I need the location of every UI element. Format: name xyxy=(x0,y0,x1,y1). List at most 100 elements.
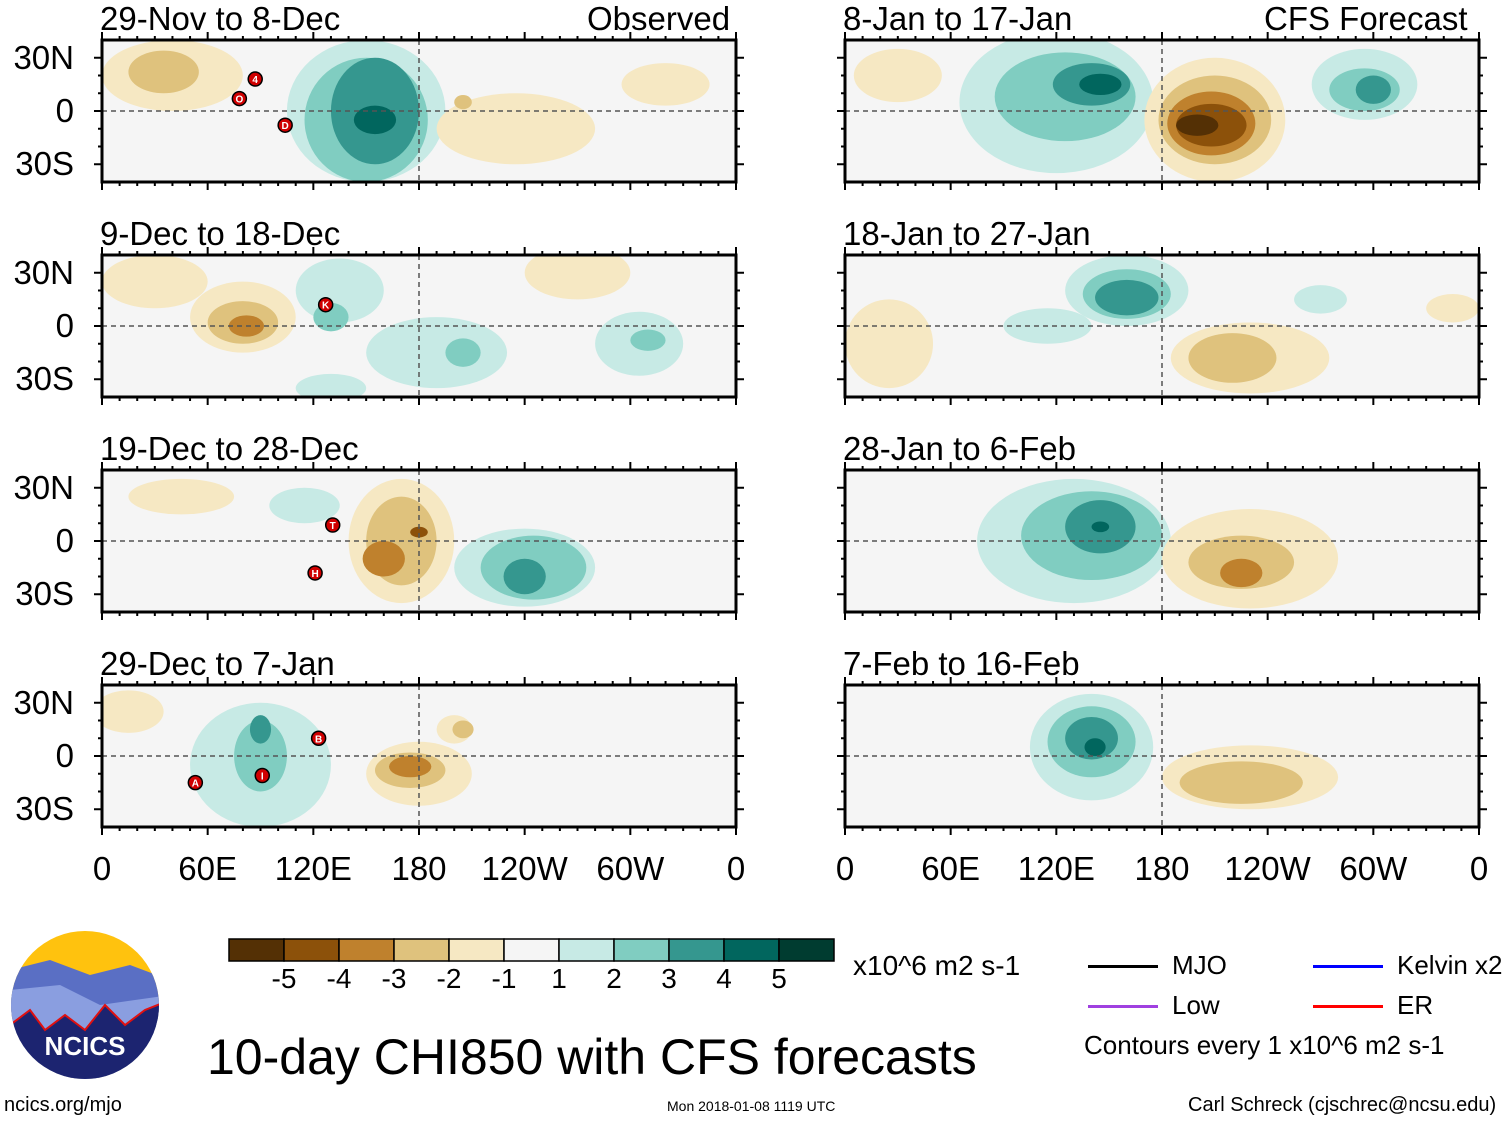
tropical-cyclone-marker: A xyxy=(187,774,204,791)
units-label: x10^6 m2 s-1 xyxy=(853,950,1021,981)
colorbar-tick-label: -4 xyxy=(326,963,352,994)
longitude-label: 0 xyxy=(726,850,746,887)
contour-note: Contours every 1 x10^6 m2 s-1 xyxy=(1084,1030,1445,1060)
colorbar-tick-label: -1 xyxy=(491,963,517,994)
negative-anomaly-contour xyxy=(128,50,199,94)
negative-anomaly-contour xyxy=(1188,333,1277,383)
negative-anomaly-contour xyxy=(1220,558,1263,588)
negative-anomaly-contour xyxy=(102,690,164,733)
longitude-label: 120W xyxy=(481,850,568,887)
latitude-label: 30N xyxy=(13,38,74,76)
website-link[interactable]: ncics.org/mjo xyxy=(4,1094,122,1116)
map-panel xyxy=(837,462,1487,620)
storm-label: O xyxy=(235,95,243,106)
storm-label: H xyxy=(311,569,318,580)
latitude-label: 30N xyxy=(13,468,74,506)
observed-label: Observed xyxy=(587,0,731,37)
logo-text: NCICS xyxy=(45,1031,126,1061)
positive-anomaly-contour xyxy=(295,373,367,397)
latitude-label: 30N xyxy=(13,253,74,291)
panel-title: 7-Feb to 16-Feb xyxy=(843,645,1080,682)
tropical-cyclone-marker: D xyxy=(277,117,293,133)
longitude-label: 60W xyxy=(596,850,665,887)
negative-anomaly-contour xyxy=(524,255,631,300)
colorbar-swatch xyxy=(723,938,780,962)
ncics-logo: NCICS xyxy=(11,931,159,1079)
latitude-label: 0 xyxy=(55,307,74,344)
legend-label: Low xyxy=(1172,990,1220,1020)
tropical-cyclone-marker: 4 xyxy=(247,71,263,87)
tropical-cyclone-marker: B xyxy=(310,730,327,746)
positive-anomaly-contour xyxy=(503,558,546,595)
colorbar-swatch xyxy=(613,938,670,962)
positive-anomaly-contour xyxy=(1294,285,1347,314)
longitude-label: 0 xyxy=(835,850,855,887)
map-panel: 4O D xyxy=(94,32,744,190)
storm-label: A xyxy=(192,779,199,790)
longitude-label: 180 xyxy=(391,850,447,887)
negative-anomaly-contour xyxy=(362,541,405,577)
colorbar-tick-label: 5 xyxy=(771,963,787,994)
storm-label: 4 xyxy=(252,75,258,86)
figure-title: 10-day CHI850 with CFS forecasts xyxy=(207,1029,977,1085)
negative-anomaly-contour xyxy=(1426,294,1479,323)
colorbar-swatch xyxy=(228,938,285,962)
positive-anomaly-contour xyxy=(1079,73,1122,96)
colorbar-swatch xyxy=(558,938,615,962)
storm-label: T xyxy=(330,521,336,532)
map-panel: TH xyxy=(94,462,744,620)
tropical-cyclone-marker: O xyxy=(231,90,248,107)
negative-anomaly-contour xyxy=(454,95,472,110)
colorbar-swatch xyxy=(283,938,340,962)
colorbar-tick-label: -3 xyxy=(381,963,407,994)
longitude-label: 0 xyxy=(92,850,112,887)
positive-anomaly-contour xyxy=(295,258,384,323)
latitude-label: 0 xyxy=(55,92,74,129)
negative-anomaly-contour xyxy=(102,255,208,309)
longitude-label: 0 xyxy=(1469,850,1489,887)
longitude-label: 120W xyxy=(1224,850,1311,887)
storm-label: B xyxy=(315,734,322,745)
negative-anomaly-contour xyxy=(853,48,942,103)
legend-line-swatch xyxy=(1088,1005,1158,1008)
colorbar-tick-label: -2 xyxy=(436,963,462,994)
longitude-label: 120E xyxy=(274,850,352,887)
positive-anomaly-contour xyxy=(269,487,340,524)
colorbar-tick-label: 2 xyxy=(606,963,622,994)
positive-anomaly-contour xyxy=(1084,738,1106,756)
colorbar-swatch xyxy=(503,938,560,962)
colorbar-tick-label: 3 xyxy=(661,963,677,994)
negative-anomaly-contour xyxy=(845,299,934,389)
longitude-label: 60W xyxy=(1339,850,1408,887)
legend-label: Kelvin x2 xyxy=(1397,950,1503,980)
negative-anomaly-contour xyxy=(452,720,474,739)
positive-anomaly-contour xyxy=(1091,521,1110,533)
negative-anomaly-contour xyxy=(1179,761,1303,804)
storm-label: D xyxy=(282,121,289,132)
colorbar-tick-label: 4 xyxy=(716,963,732,994)
timestamp: Mon 2018-01-08 1119 UTC xyxy=(667,1098,836,1114)
colorbar-swatch xyxy=(778,938,835,962)
legend-line-swatch xyxy=(1313,1005,1383,1008)
positive-anomaly-contour xyxy=(1095,279,1159,316)
positive-anomaly-contour xyxy=(234,720,287,792)
map-panel xyxy=(837,32,1487,190)
panel-title: 29-Dec to 7-Jan xyxy=(100,645,335,682)
tropical-cyclone-marker: T xyxy=(324,517,341,533)
positive-anomaly-contour xyxy=(366,317,508,389)
legend-label: MJO xyxy=(1172,950,1227,980)
positive-anomaly-contour xyxy=(249,715,272,744)
latitude-label: 30S xyxy=(15,790,74,828)
positive-anomaly-contour xyxy=(445,338,481,367)
map-panel: K xyxy=(94,247,744,405)
longitude-label: 60E xyxy=(178,850,238,887)
latitude-label: 30S xyxy=(15,360,74,398)
legend-label: ER xyxy=(1397,990,1434,1020)
latitude-label: 0 xyxy=(55,522,74,559)
map-panel xyxy=(837,247,1487,405)
longitude-label: 120E xyxy=(1017,850,1095,887)
negative-anomaly-contour xyxy=(389,756,432,778)
positive-anomaly-contour xyxy=(353,105,397,135)
map-panel: B A I xyxy=(94,677,744,835)
